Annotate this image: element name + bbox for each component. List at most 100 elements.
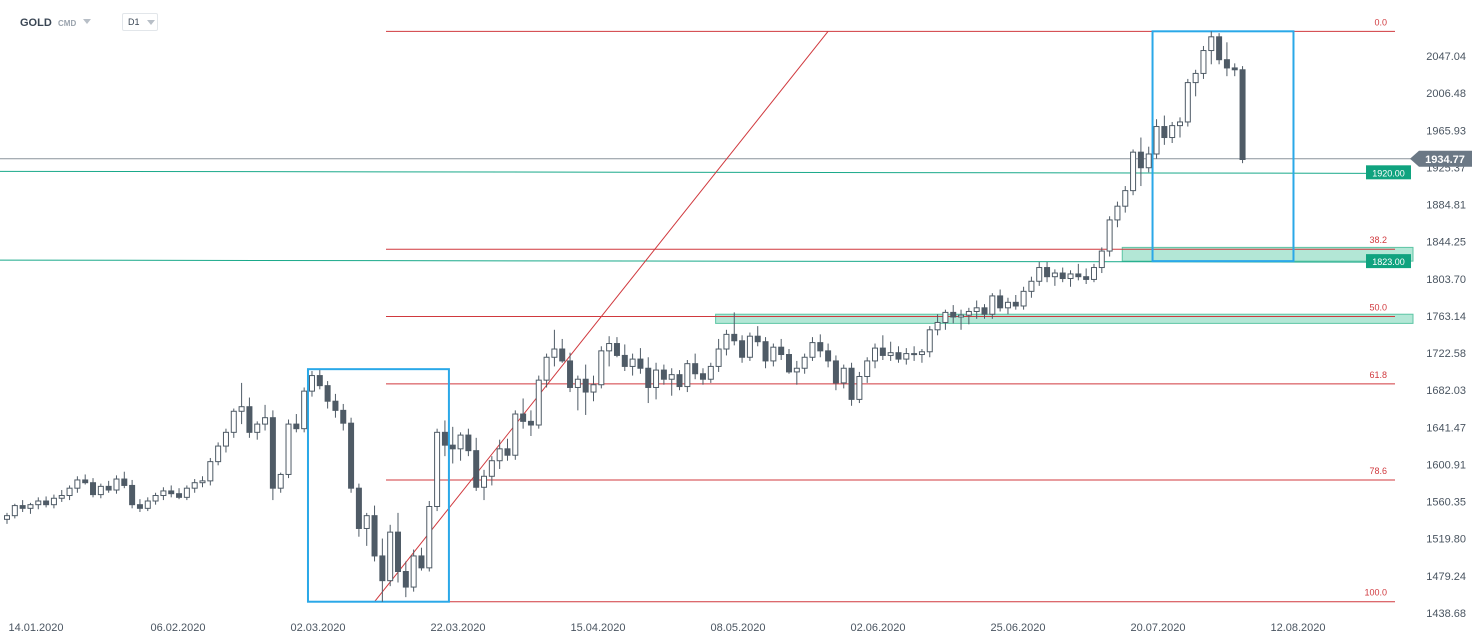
candle	[973, 307, 980, 312]
candle	[285, 423, 292, 475]
candle	[121, 478, 128, 486]
y-axis-tick-label: 1884.81	[1426, 200, 1466, 212]
candle	[1161, 126, 1168, 139]
candle	[746, 335, 753, 358]
candle	[1051, 272, 1058, 278]
candle	[308, 375, 315, 392]
candle	[574, 378, 581, 388]
candle	[1036, 267, 1043, 282]
candle	[1192, 72, 1199, 84]
candle	[465, 434, 472, 452]
candle	[496, 448, 503, 462]
candle	[387, 531, 394, 582]
candle	[340, 409, 347, 424]
y-axis-tick-label: 1560.35	[1426, 497, 1466, 509]
candle	[246, 406, 253, 433]
candle	[1067, 273, 1074, 280]
timeframe-selector[interactable]: D1	[122, 13, 158, 31]
candle	[778, 346, 785, 356]
candle	[543, 356, 550, 381]
candle	[254, 423, 261, 433]
candle	[1153, 126, 1160, 155]
candle	[606, 343, 613, 352]
timeframe-dropdown-caret-icon	[147, 20, 155, 25]
candle	[692, 363, 699, 375]
fib-level-label: 0.0	[1374, 17, 1387, 27]
candle	[918, 351, 925, 356]
y-axis-tick-label: 1519.80	[1426, 534, 1466, 546]
candle	[684, 363, 691, 388]
candle	[332, 400, 339, 411]
candle	[872, 347, 879, 362]
candle	[19, 505, 26, 509]
candle	[567, 360, 574, 388]
y-axis-tick-label: 2047.04	[1426, 51, 1466, 63]
candle	[379, 555, 386, 582]
candle	[1145, 153, 1152, 169]
x-axis-tick-label: 20.07.2020	[1130, 622, 1185, 634]
candle	[653, 369, 660, 388]
candle	[74, 479, 81, 489]
candle	[348, 422, 355, 489]
market-label: CMD	[58, 19, 77, 28]
horizontal-level-line	[0, 170, 1376, 174]
y-axis-tick-label: 1641.47	[1426, 422, 1466, 434]
candle	[731, 333, 738, 342]
candle	[934, 321, 941, 331]
candle	[989, 295, 996, 315]
candle	[238, 406, 245, 412]
candle	[582, 378, 589, 393]
candle	[848, 367, 855, 400]
candle	[301, 390, 308, 430]
candle	[903, 353, 910, 360]
candle	[207, 461, 214, 482]
candle	[168, 490, 175, 495]
candle	[277, 473, 284, 489]
candle	[293, 423, 300, 430]
candle	[402, 571, 409, 588]
candle	[395, 531, 401, 573]
candle	[136, 504, 143, 509]
candle	[1012, 301, 1019, 307]
candle	[191, 482, 198, 489]
candle	[699, 373, 706, 380]
candle	[176, 493, 183, 498]
candle	[660, 369, 667, 380]
candle	[739, 340, 746, 358]
candle	[35, 500, 42, 506]
support-zone-0	[715, 313, 1414, 324]
candle	[598, 350, 605, 386]
candle	[434, 431, 441, 508]
candle	[418, 555, 425, 569]
candle	[559, 348, 566, 362]
candle	[66, 487, 73, 497]
candle	[316, 375, 323, 387]
y-axis-tick-label: 1844.25	[1426, 237, 1466, 249]
trend-line	[374, 31, 829, 603]
candle	[199, 480, 206, 484]
fib-level-label: 50.0	[1369, 303, 1387, 313]
candle	[504, 448, 511, 456]
candle	[1169, 125, 1176, 139]
candle	[410, 555, 417, 588]
candle	[864, 360, 871, 377]
candle	[473, 450, 480, 488]
fib-level-label: 38.2	[1369, 235, 1387, 245]
candle	[488, 460, 495, 477]
candle	[512, 413, 519, 456]
candle	[793, 367, 800, 373]
horizontal-level-line	[0, 259, 1376, 263]
timeframe-label: D1	[128, 17, 140, 27]
candle	[1075, 273, 1082, 278]
x-axis-tick-label: 14.01.2020	[8, 622, 63, 634]
candle	[1106, 219, 1113, 252]
candle	[629, 358, 636, 367]
fib-level-label: 78.6	[1369, 466, 1387, 476]
y-axis-tick-label: 1438.68	[1426, 608, 1466, 620]
symbol-dropdown-caret-icon[interactable]	[83, 19, 91, 24]
x-axis-tick-label: 15.04.2020	[570, 622, 625, 634]
x-axis-tick-label: 25.06.2020	[990, 622, 1045, 634]
candle	[152, 495, 159, 502]
candle	[97, 485, 104, 496]
